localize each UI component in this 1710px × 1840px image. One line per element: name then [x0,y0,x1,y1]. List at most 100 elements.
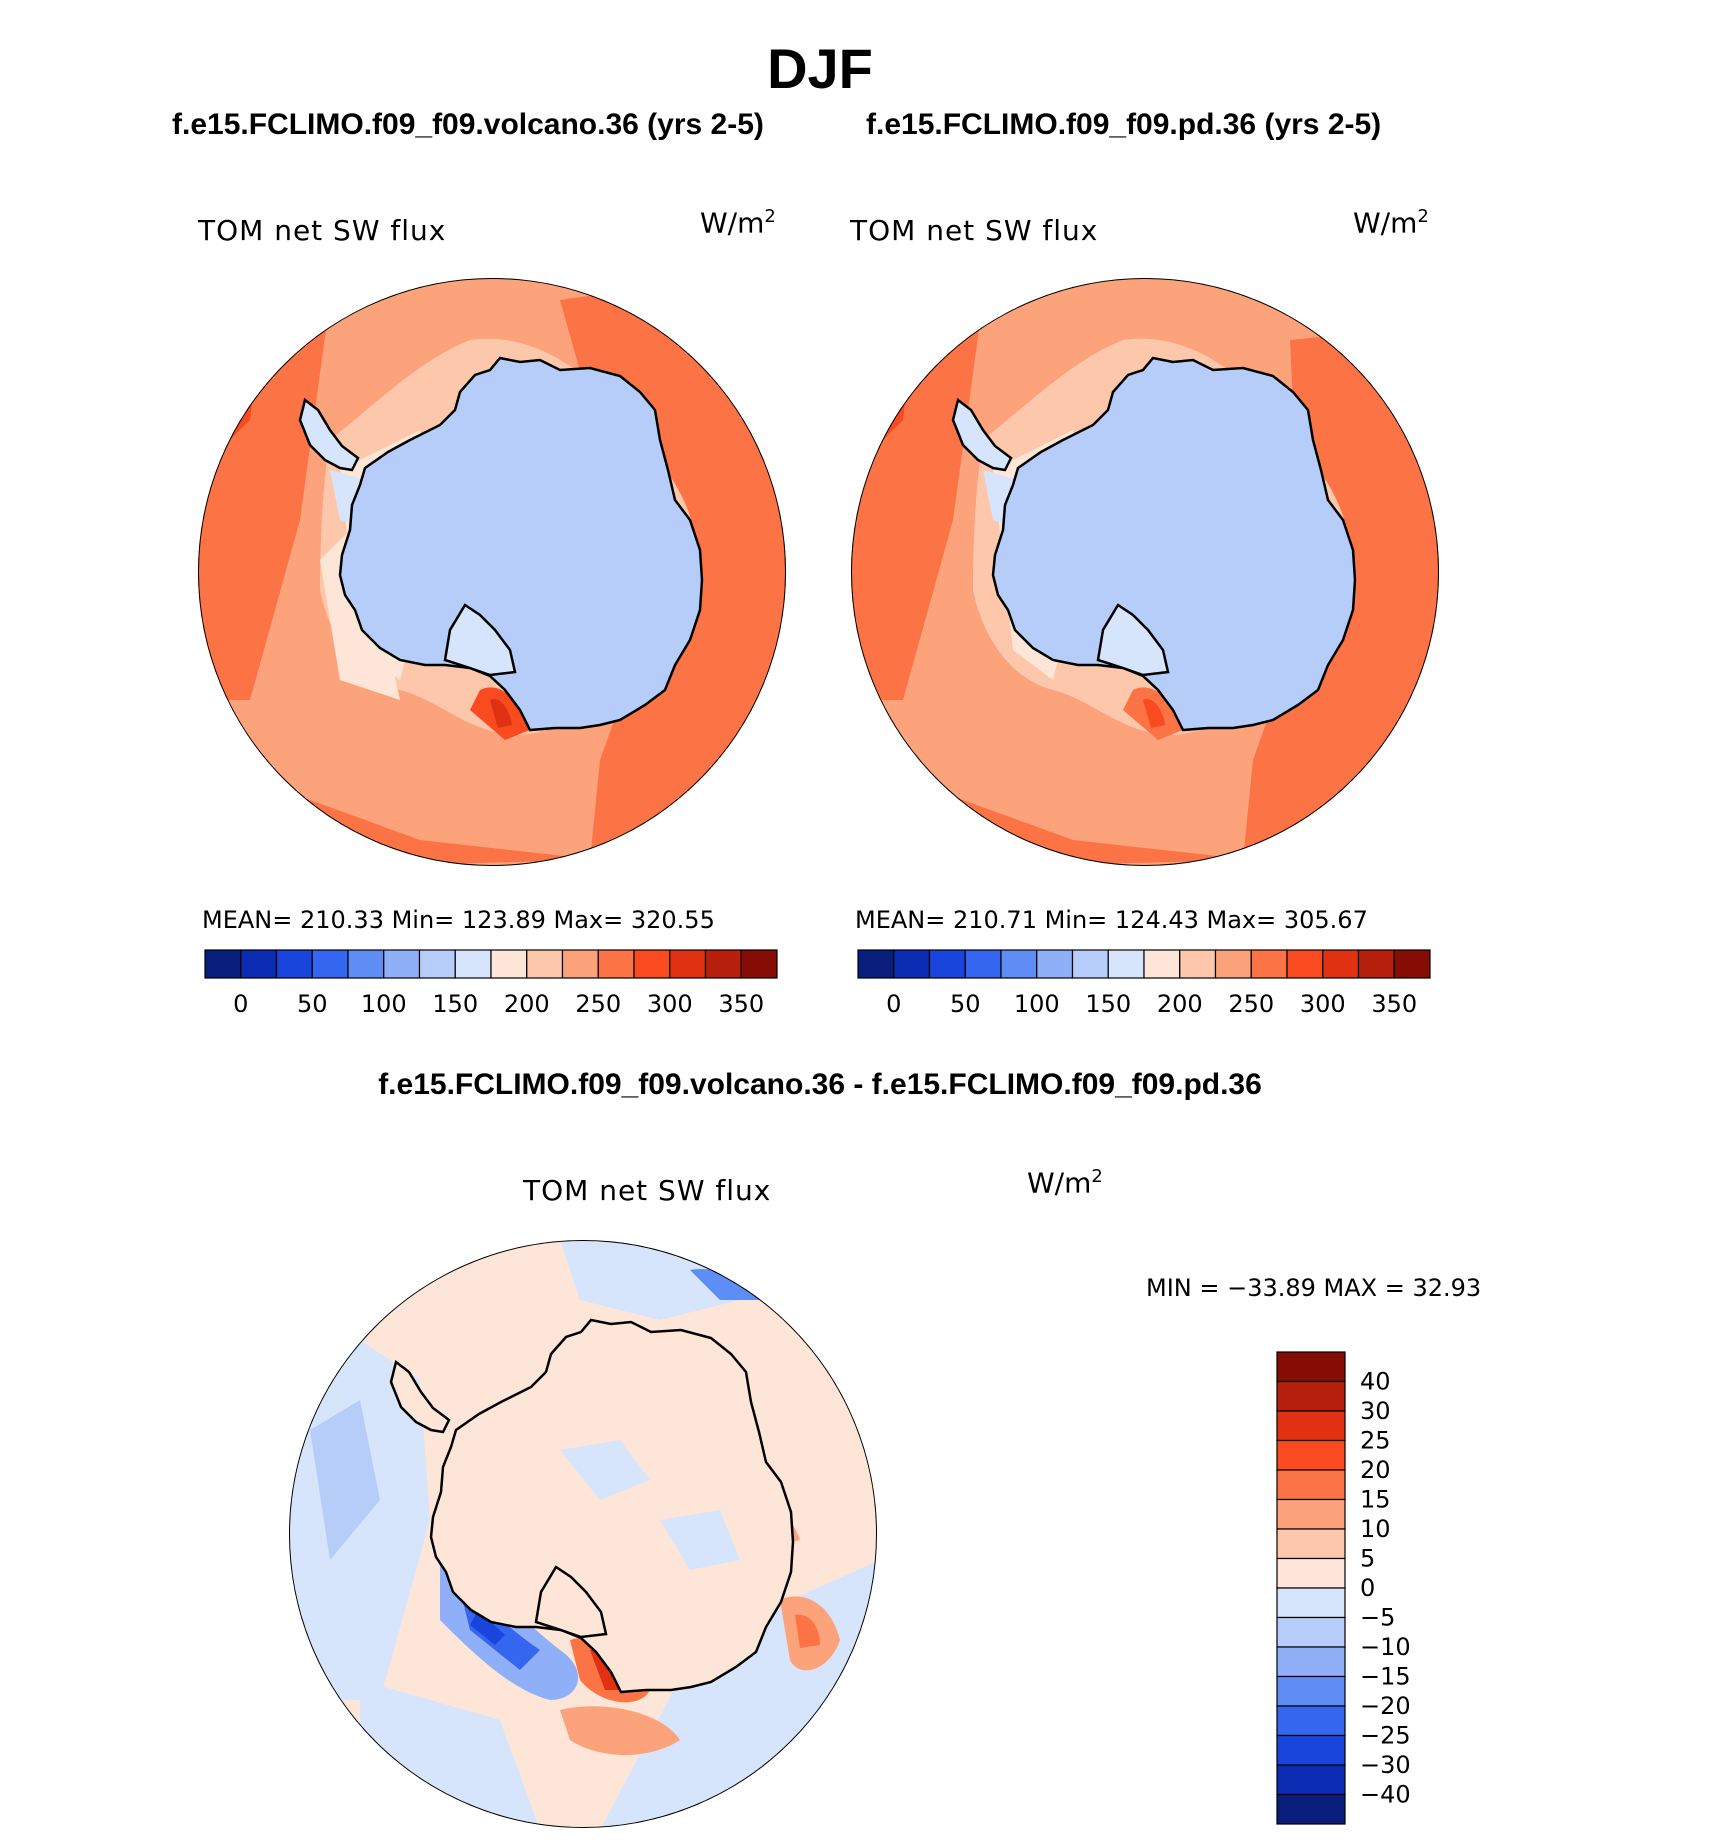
difference-colorbar-swatch [1276,1646,1346,1678]
panel-1-colorbar-tick-label: 0 [233,990,248,1018]
panel-2-colorbar-tick-label: 200 [1157,990,1203,1018]
difference-colorbar-swatch [1276,1705,1346,1737]
panel-2-variable-label: TOM net SW flux [850,214,1099,247]
panel-1-colorbar-swatch [561,949,599,979]
panel-2-colorbar-swatch [1393,949,1431,979]
panel-2-colorbar-swatch [1322,949,1360,979]
panel-2-colorbar: 0 50 100 150 200 250 300 350 [857,949,1431,1018]
difference-colorbar-swatch [1276,1764,1346,1796]
difference-colorbar-tick-label: 0 [1360,1574,1375,1602]
panel-1-colorbar-swatch [240,949,278,979]
panel-2-colorbar-tick-label: 250 [1228,990,1274,1018]
difference-title: f.e15.FCLIMO.f09_f09.volcano.36 - f.e15.… [378,1068,1262,1101]
panel-1-colorbar-swatch [597,949,635,979]
panel-2-colorbar-tick-label: 0 [886,990,901,1018]
panel-1-units: W/m2 [700,206,776,240]
difference-colorbar-tick-label: 10 [1360,1515,1391,1543]
difference-colorbar-swatch [1276,1675,1346,1707]
difference-colorbar-swatch [1276,1410,1346,1442]
panel-2-colorbar-tick-label: 100 [1014,990,1060,1018]
difference-stats: MIN = −33.89 MAX = 32.93 [1146,1274,1482,1302]
difference-colorbar-swatch [1276,1528,1346,1560]
panel-1-colorbar-tick-label: 300 [647,990,693,1018]
panel-2-stats: MEAN= 210.71 Min= 124.43 Max= 305.67 [855,906,1368,934]
difference-colorbar-tick-label: −30 [1360,1751,1411,1779]
difference-colorbar-tick-label: −5 [1360,1604,1395,1632]
panel-2-colorbar-swatch [928,949,966,979]
panel-2-colorbar-swatch [1107,949,1145,979]
panel-1-stats: MEAN= 210.33 Min= 123.89 Max= 320.55 [202,906,715,934]
difference-colorbar-swatch [1276,1469,1346,1501]
difference-colorbar-tick-label: −15 [1360,1663,1411,1691]
difference-colorbar-swatch [1276,1557,1346,1589]
figure-title: DJF [767,37,873,100]
difference-colorbar-tick-label: 25 [1360,1427,1391,1455]
difference-colorbar-swatch [1276,1380,1346,1412]
panel-2-title: f.e15.FCLIMO.f09_f09.pd.36 (yrs 2-5) [866,108,1382,141]
panel-2-colorbar-swatch [1143,949,1181,979]
difference-colorbar-tick-label: −40 [1360,1781,1411,1809]
panel-1-colorbar-swatch [311,949,349,979]
difference-colorbar-tick-label: 5 [1360,1545,1375,1573]
difference-colorbar-tick-label: 30 [1360,1397,1391,1425]
panel-1-colorbar-swatch [204,949,242,979]
panel-2-colorbar-swatch [1071,949,1109,979]
panel-1-colorbar-swatch [418,949,456,979]
panel-1-title: f.e15.FCLIMO.f09_f09.volcano.36 (yrs 2-5… [172,108,764,141]
difference-colorbar-tick-label: −10 [1360,1633,1411,1661]
panel-1-variable-label: TOM net SW flux [198,214,447,247]
difference-colorbar-swatch [1276,1439,1346,1471]
panel-1-colorbar-swatch [740,949,778,979]
difference-colorbar-tick-label: −25 [1360,1722,1411,1750]
panel-2-colorbar-swatch [1036,949,1074,979]
difference-colorbar-tick-label: 40 [1360,1368,1391,1396]
panel-1-colorbar-swatch [704,949,742,979]
panel-2-colorbar-swatch [1214,949,1252,979]
panel-2-colorbar-swatch [1000,949,1038,979]
panel-2-units: W/m2 [1353,206,1429,240]
panel-1-continent [338,356,704,732]
panel-2-colorbar-tick-label: 150 [1085,990,1131,1018]
panel-2-colorbar-swatch [857,949,895,979]
panel-1-colorbar-tick-label: 350 [718,990,764,1018]
panel-2-colorbar-swatch [1357,949,1395,979]
difference-colorbar-swatch [1276,1793,1346,1825]
panel-2-continent [991,356,1357,732]
panel-2-colorbar-swatch [964,949,1002,979]
difference-variable-label: TOM net SW flux [523,1174,772,1207]
panel-2-colorbar-swatch [1250,949,1288,979]
difference-colorbar-swatch [1276,1498,1346,1530]
panel-1-colorbar-swatch [383,949,421,979]
panel-2-colorbar-tick-label: 50 [950,990,981,1018]
panel-1-colorbar-tick-label: 150 [432,990,478,1018]
panel-1-colorbar: 0 50 100 150 200 250 300 350 [204,949,778,1018]
panel-1-colorbar-swatch [526,949,564,979]
panel-1-colorbar-swatch [633,949,671,979]
panel-1-colorbar-swatch [454,949,492,979]
panel-2-colorbar-tick-label: 350 [1371,990,1417,1018]
panel-1-colorbar-swatch [275,949,313,979]
panel-1-colorbar-tick-label: 200 [504,990,550,1018]
difference-colorbar-tick-label: 15 [1360,1486,1391,1514]
panel-2-map [851,278,1439,866]
panel-1-colorbar-tick-label: 100 [361,990,407,1018]
difference-colorbar-tick-label: 20 [1360,1456,1391,1484]
difference-map [289,1240,877,1828]
panel-1-colorbar-tick-label: 50 [297,990,328,1018]
panel-2-colorbar-swatch [1179,949,1217,979]
difference-colorbar-swatch [1276,1351,1346,1383]
panel-1-colorbar-swatch [490,949,528,979]
difference-units: W/m2 [1027,1166,1103,1200]
panel-1-colorbar-swatch [669,949,707,979]
panel-1-colorbar-swatch [347,949,385,979]
difference-colorbar-tick-label: −20 [1360,1692,1411,1720]
panel-2-colorbar-tick-label: 300 [1300,990,1346,1018]
panel-2-colorbar-swatch [893,949,931,979]
difference-continent [429,1318,795,1694]
panel-1-colorbar-tick-label: 250 [575,990,621,1018]
panel-1-map [198,278,786,866]
difference-colorbar-swatch [1276,1587,1346,1619]
panel-2-colorbar-swatch [1286,949,1324,979]
